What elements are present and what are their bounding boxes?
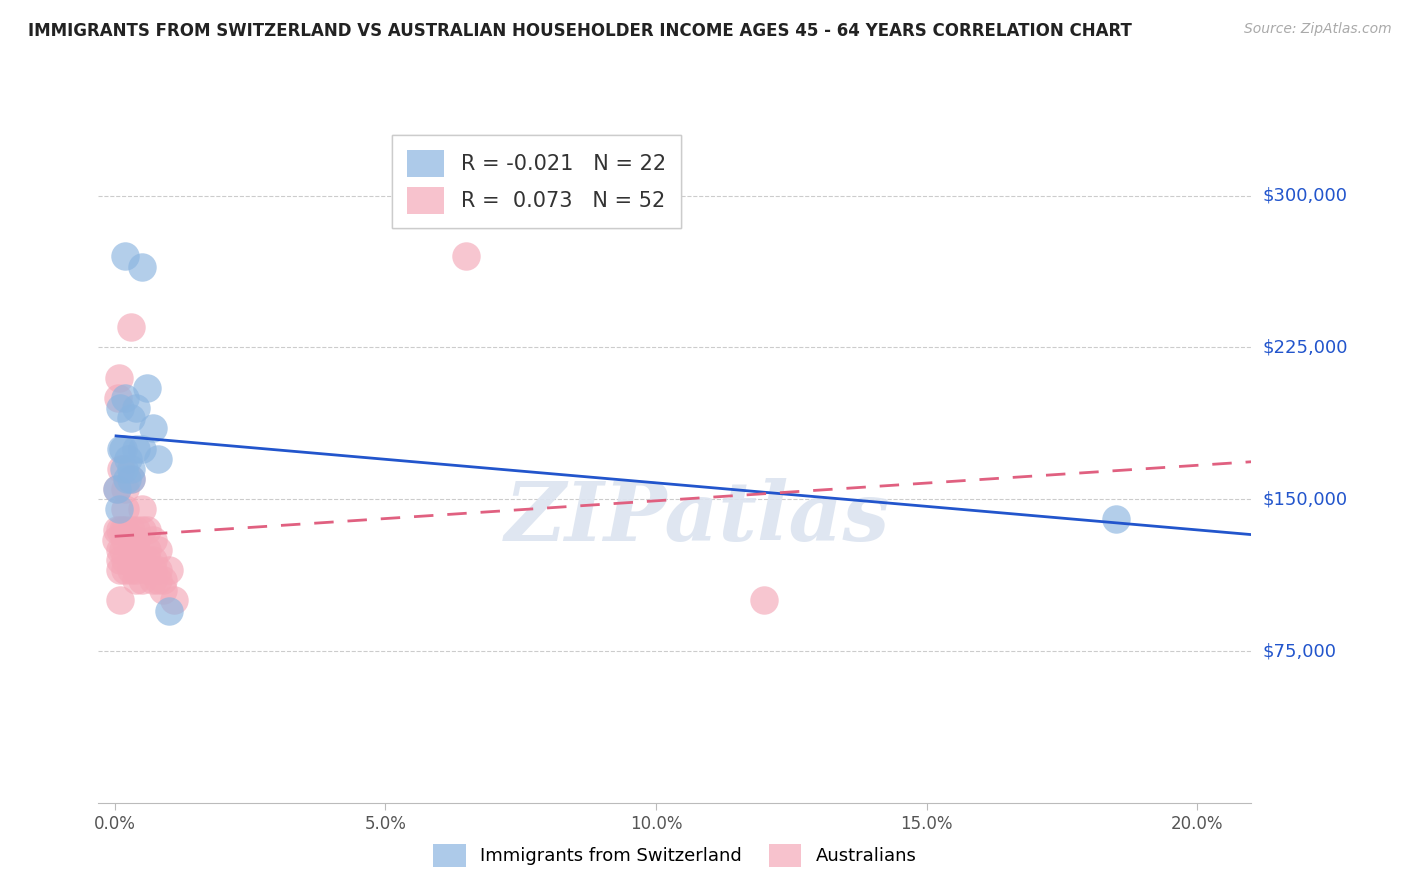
Point bbox=[125, 542, 148, 557]
Point bbox=[120, 533, 142, 547]
Point bbox=[754, 593, 776, 607]
Point bbox=[125, 533, 148, 547]
Point bbox=[114, 523, 136, 537]
Point bbox=[131, 553, 153, 567]
Point bbox=[125, 573, 148, 587]
Point bbox=[136, 563, 159, 577]
Point bbox=[114, 391, 136, 405]
Point bbox=[114, 502, 136, 516]
Point bbox=[131, 260, 153, 274]
Point bbox=[115, 472, 138, 486]
Point bbox=[120, 542, 142, 557]
Text: IMMIGRANTS FROM SWITZERLAND VS AUSTRALIAN HOUSEHOLDER INCOME AGES 45 - 64 YEARS : IMMIGRANTS FROM SWITZERLAND VS AUSTRALIA… bbox=[28, 22, 1132, 40]
Point bbox=[1105, 512, 1128, 526]
Text: $225,000: $225,000 bbox=[1263, 338, 1348, 357]
Point bbox=[114, 533, 136, 547]
Point bbox=[105, 523, 128, 537]
Point bbox=[136, 381, 159, 395]
Point bbox=[120, 553, 142, 567]
Point bbox=[136, 523, 159, 537]
Point bbox=[141, 553, 163, 567]
Point bbox=[141, 563, 163, 577]
Point bbox=[112, 462, 135, 476]
Point bbox=[111, 523, 134, 537]
Point bbox=[108, 553, 131, 567]
Text: $300,000: $300,000 bbox=[1263, 186, 1347, 204]
Point bbox=[136, 553, 159, 567]
Text: $75,000: $75,000 bbox=[1263, 642, 1337, 660]
Point bbox=[110, 442, 132, 456]
Point bbox=[136, 542, 159, 557]
Point bbox=[157, 603, 180, 617]
Point bbox=[125, 563, 148, 577]
Legend: Immigrants from Switzerland, Australians: Immigrants from Switzerland, Australians bbox=[426, 837, 924, 874]
Point bbox=[114, 482, 136, 496]
Point bbox=[111, 442, 134, 456]
Point bbox=[157, 563, 180, 577]
Point bbox=[107, 391, 129, 405]
Point bbox=[125, 442, 148, 456]
Point bbox=[105, 482, 128, 496]
Point bbox=[152, 573, 174, 587]
Point bbox=[110, 462, 132, 476]
Point bbox=[120, 411, 142, 425]
Point bbox=[108, 371, 131, 385]
Point bbox=[456, 249, 478, 263]
Point bbox=[108, 502, 131, 516]
Point bbox=[141, 573, 163, 587]
Point bbox=[114, 553, 136, 567]
Point bbox=[163, 593, 186, 607]
Point bbox=[108, 563, 131, 577]
Point bbox=[131, 442, 153, 456]
Point bbox=[120, 523, 142, 537]
Point bbox=[105, 533, 128, 547]
Point bbox=[111, 542, 134, 557]
Point bbox=[120, 320, 142, 334]
Point bbox=[146, 563, 169, 577]
Point bbox=[120, 472, 142, 486]
Point bbox=[108, 523, 131, 537]
Text: Source: ZipAtlas.com: Source: ZipAtlas.com bbox=[1244, 22, 1392, 37]
Point bbox=[108, 401, 131, 416]
Point bbox=[114, 249, 136, 263]
Point bbox=[105, 482, 128, 496]
Point bbox=[120, 472, 142, 486]
Point bbox=[120, 462, 142, 476]
Text: ZIPatlas: ZIPatlas bbox=[505, 478, 890, 558]
Point bbox=[141, 421, 163, 435]
Point bbox=[146, 451, 169, 466]
Point bbox=[125, 401, 148, 416]
Text: $150,000: $150,000 bbox=[1263, 491, 1347, 508]
Point bbox=[152, 583, 174, 598]
Legend: R = -0.021   N = 22, R =  0.073   N = 52: R = -0.021 N = 22, R = 0.073 N = 52 bbox=[392, 136, 681, 228]
Point bbox=[108, 593, 131, 607]
Point bbox=[131, 573, 153, 587]
Point bbox=[146, 542, 169, 557]
Point bbox=[131, 502, 153, 516]
Point bbox=[131, 523, 153, 537]
Point bbox=[108, 542, 131, 557]
Point bbox=[114, 563, 136, 577]
Point bbox=[120, 563, 142, 577]
Point bbox=[125, 523, 148, 537]
Point bbox=[141, 533, 163, 547]
Point bbox=[117, 451, 139, 466]
Point bbox=[146, 573, 169, 587]
